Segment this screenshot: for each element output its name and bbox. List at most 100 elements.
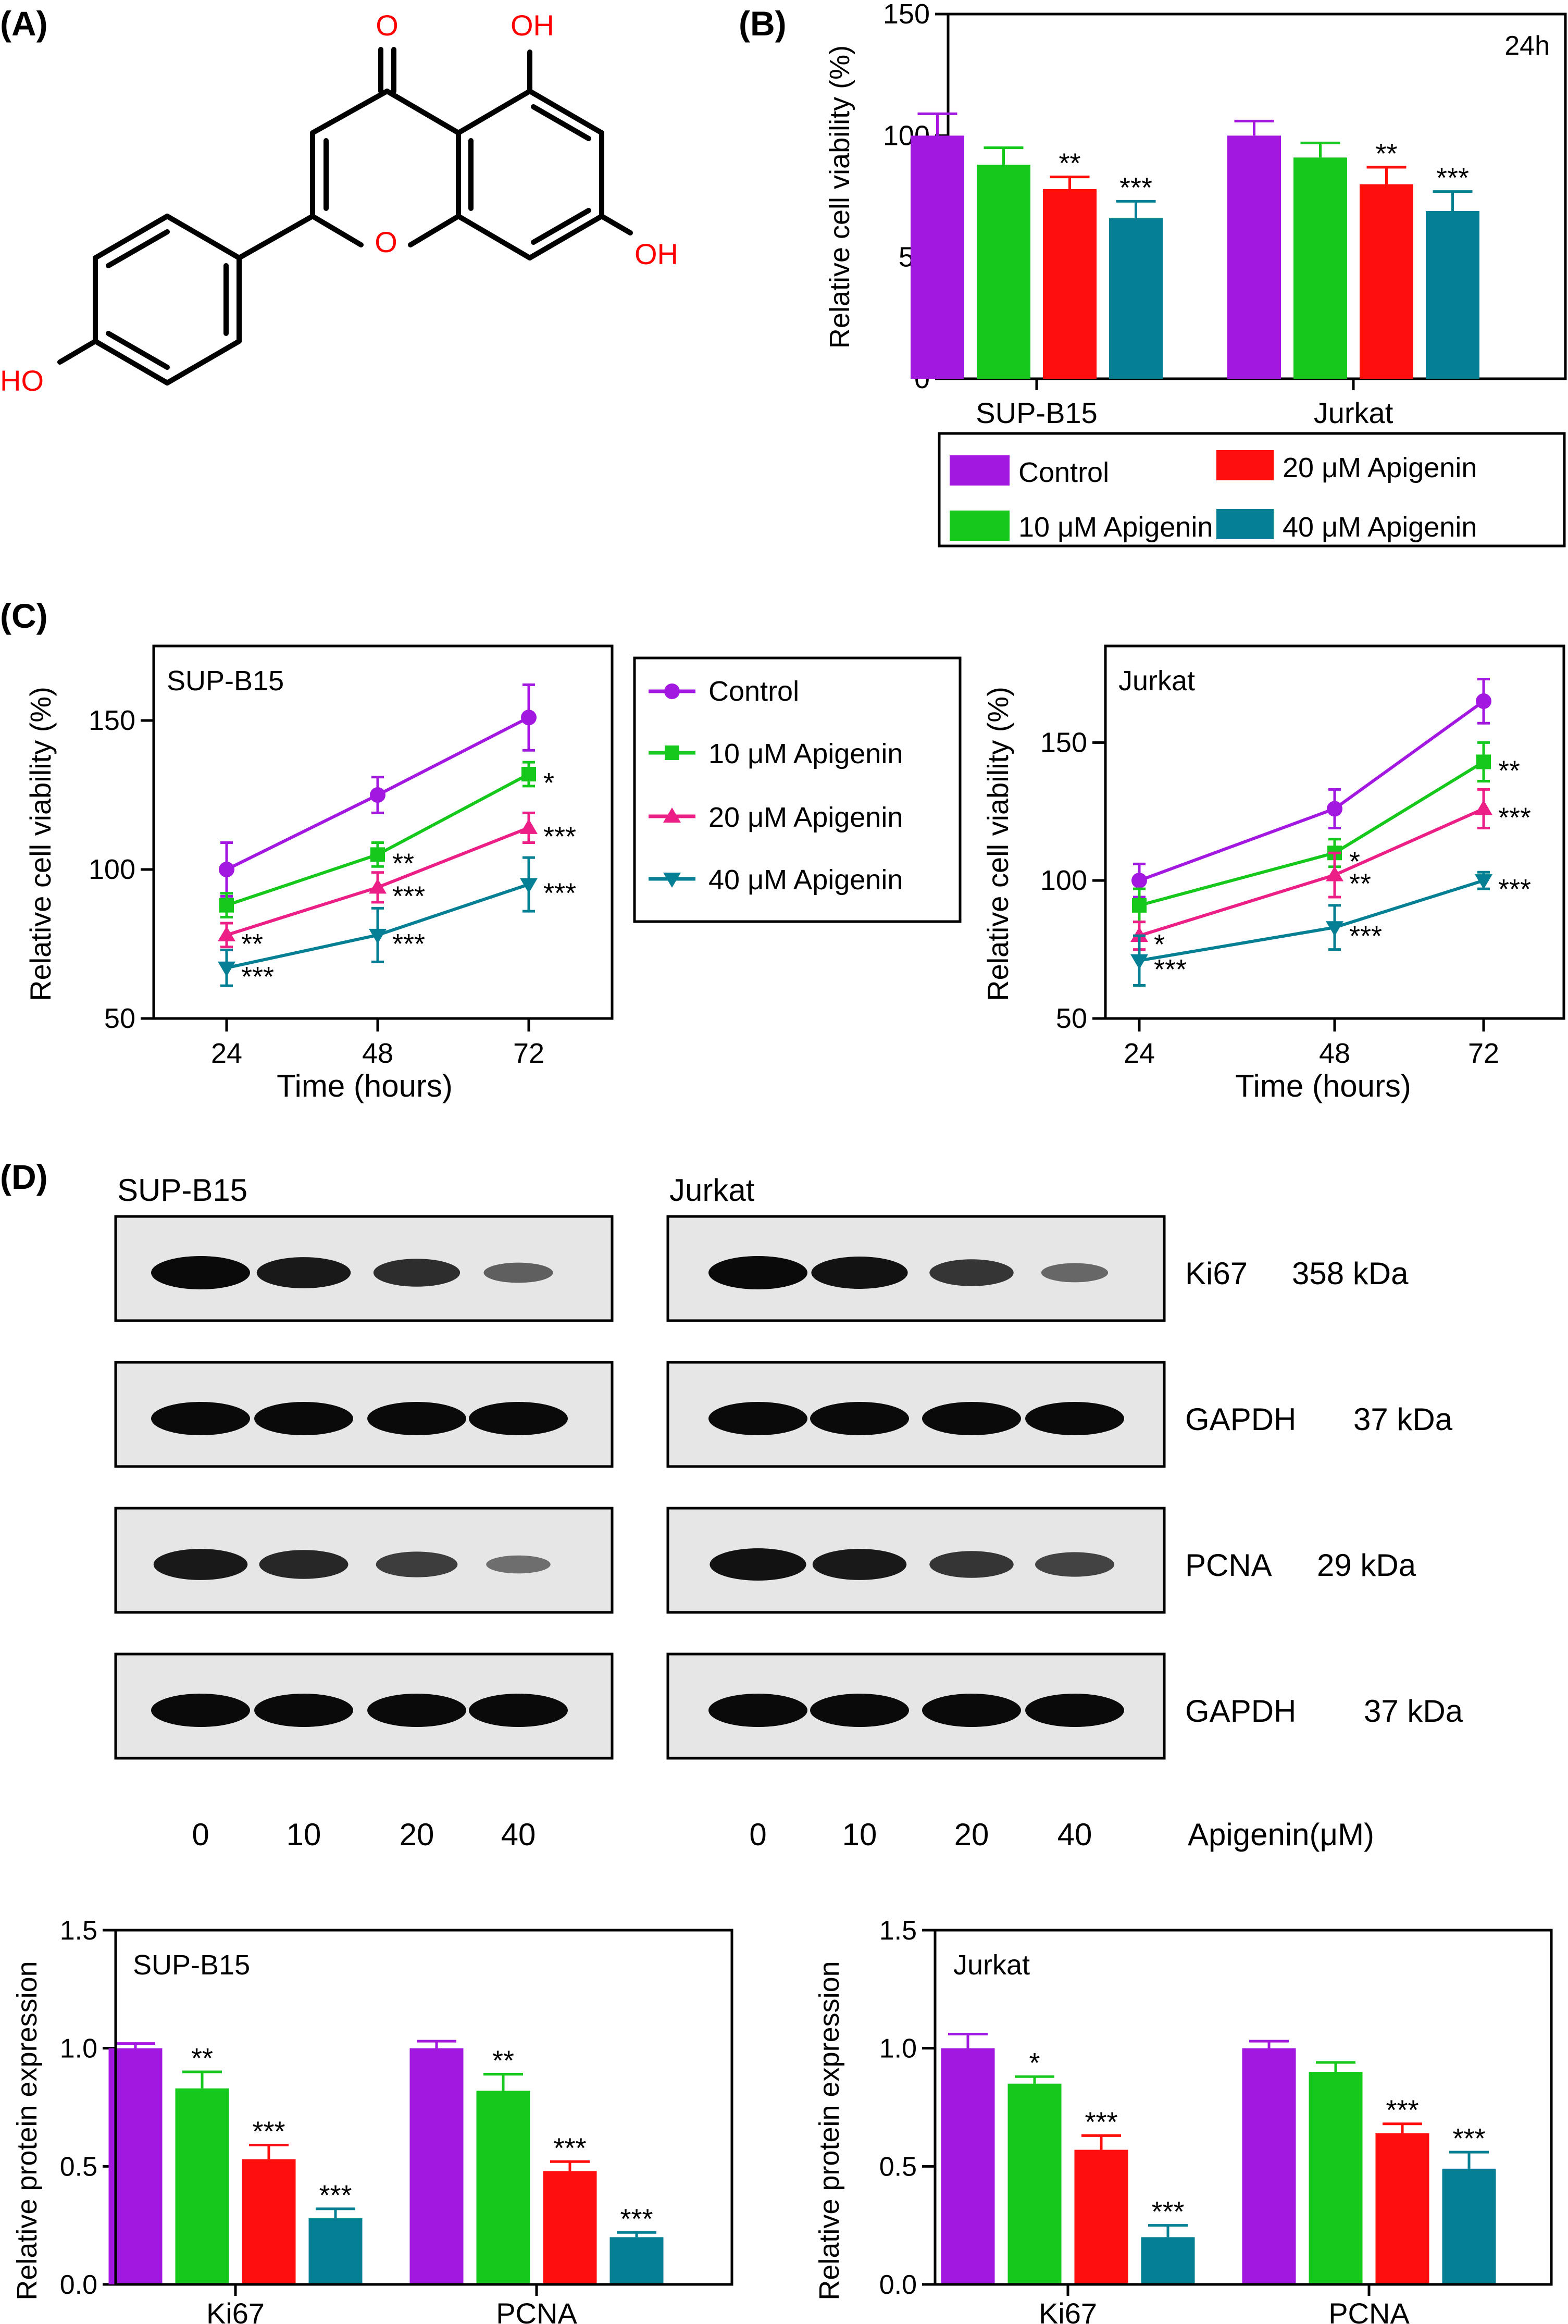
significance-label: ** [1059, 148, 1080, 179]
data-point [1475, 800, 1492, 815]
atom-oh-top: OH [511, 9, 554, 42]
dose-label-supb15-20: 20 [400, 1817, 434, 1852]
significance-label: *** [1154, 954, 1187, 985]
chart-b-cell-viability-24h: 24h Relative cell viability (%) 05010015… [824, 0, 1567, 429]
chart-c-jurkat-viability: Relative cell viability (%) 50 100 150 24 48… [981, 644, 1565, 1103]
data-point [521, 766, 536, 781]
bar [609, 2237, 664, 2284]
x-category-label: Ki67 [206, 2297, 265, 2324]
y-tick-label: 100 [89, 854, 135, 885]
x-category-label: PCNA [1328, 2297, 1410, 2324]
row-protein-name: PCNA [1185, 1548, 1272, 1583]
bond [106, 331, 170, 370]
panel-label-a: (A) [0, 4, 48, 43]
x-tick-label: 48 [362, 1038, 393, 1069]
bar [242, 2159, 296, 2284]
blot-band [708, 1256, 807, 1289]
significance-label: *** [1151, 2196, 1184, 2228]
x-category-label: PCNA [496, 2297, 577, 2324]
blot-row-label-ki67: Ki67 358 kDa [1185, 1256, 1409, 1291]
significance-label: *** [553, 2132, 586, 2164]
blot-band [151, 1256, 250, 1289]
atom-o-ring: O [375, 226, 397, 258]
data-point [1326, 866, 1343, 881]
x-axis-label: Time (hours) [277, 1068, 453, 1103]
bond [93, 339, 170, 386]
chart-d2-ylabel: Relative protein expression [814, 1961, 845, 2300]
x-tick-label: 72 [1468, 1038, 1499, 1069]
significance-label: *** [252, 2116, 285, 2147]
bond [310, 214, 364, 247]
significance-label: * [1154, 929, 1165, 960]
legend-swatch-control [950, 455, 1010, 486]
blot-band [810, 1402, 909, 1435]
significance-label: *** [392, 880, 425, 912]
row-protein-size: 29 kDa [1317, 1548, 1416, 1583]
blot-title-supb15: SUP-B15 [117, 1173, 247, 1208]
dose-label-jurkat-40: 40 [1057, 1817, 1092, 1852]
bond [408, 214, 461, 247]
chart-c-supb15-viability: Relative cell viability (%) 50 100 150 24 48… [24, 644, 614, 1103]
data-point [1132, 898, 1147, 913]
bar [1426, 211, 1479, 379]
blot-band [811, 1257, 908, 1289]
bar [1007, 2083, 1062, 2284]
significance-label: * [1029, 2047, 1040, 2079]
significance-label: *** [241, 961, 274, 992]
bar [941, 2048, 995, 2284]
dose-label-supb15-0: 0 [192, 1817, 209, 1852]
dose-label-supb15-40: 40 [501, 1817, 536, 1852]
data-point [521, 710, 537, 726]
significance-label: *** [1498, 802, 1531, 833]
significance-label: *** [1498, 874, 1531, 905]
legend-marker-20um [649, 807, 695, 823]
blot-band [1025, 1694, 1124, 1727]
bar [409, 2048, 464, 2284]
legend-swatch-10um [950, 511, 1010, 541]
blot-band [254, 1402, 353, 1435]
significance-label: *** [1386, 2095, 1418, 2126]
significance-label: *** [1085, 2106, 1117, 2137]
blot-membrane [114, 1361, 614, 1468]
y-tick-label: 0.0 [60, 2270, 97, 2300]
data-point [520, 818, 538, 834]
chart-c-legend: Control 10 μM Apigenin 20 μM Apigenin 40… [633, 656, 962, 923]
legend-frame [938, 432, 1566, 548]
blot-row-label-gapdh: GAPDH 37 kDa [1185, 1402, 1453, 1437]
y-tick-label: 50 [104, 1003, 135, 1034]
western-blot-panel: SUP-B15 Jurkat Ki67 358 kDa GAPDH 37 kDa… [114, 1173, 1463, 1852]
bond [531, 208, 591, 245]
legend-swatch-40um [1216, 509, 1274, 539]
blot-band [1025, 1402, 1124, 1435]
bar [1375, 2133, 1429, 2284]
apigenin-structure [57, 47, 633, 386]
data-point [369, 928, 387, 944]
bond [106, 229, 170, 268]
bar [175, 2088, 229, 2284]
bond [527, 89, 604, 135]
bond [527, 214, 604, 260]
y-tick-label: 1.0 [879, 2034, 917, 2064]
blot-band [922, 1694, 1021, 1727]
y-tick-label: 150 [89, 705, 135, 736]
y-tick-label: 150 [883, 0, 930, 30]
bar [1043, 189, 1097, 379]
bond [384, 89, 461, 135]
bar [1360, 184, 1413, 379]
significance-label: *** [620, 2203, 653, 2234]
x-tick-label: 24 [211, 1038, 242, 1069]
dose-label-jurkat-10: 10 [842, 1817, 877, 1852]
legend-label-40um: 40 μM Apigenin [708, 864, 903, 896]
significance-label: ** [1349, 868, 1371, 900]
x-tick-label: 48 [1319, 1038, 1350, 1069]
legend-marker-control [649, 683, 695, 699]
blot-title-jurkat: Jurkat [669, 1173, 755, 1208]
apigenin-atom-labels: O OH O OH HO [0, 9, 678, 397]
data-point [1326, 921, 1343, 937]
significance-label: ** [492, 2045, 514, 2077]
data-point [1476, 754, 1491, 769]
x-axis-label: Time (hours) [1235, 1068, 1411, 1103]
bar [543, 2171, 597, 2284]
chart-title: SUP-B15 [133, 1949, 250, 1981]
